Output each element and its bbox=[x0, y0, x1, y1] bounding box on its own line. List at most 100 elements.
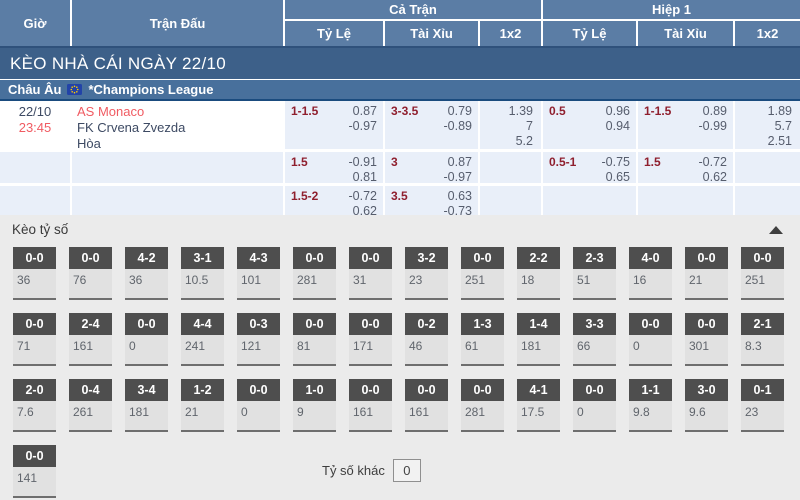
score-odds-value: 10.5 bbox=[181, 269, 224, 300]
score-bet-cell[interactable]: 1-3 61 bbox=[461, 313, 504, 366]
score-bet-cell[interactable]: 4-0 16 bbox=[629, 247, 672, 300]
ft-over-under-odds-cell[interactable]: 3-3.5 0.79 -0.89 bbox=[385, 101, 480, 149]
score-bet-cell[interactable]: 0-0 21 bbox=[685, 247, 728, 300]
score-bet-cell[interactable]: 0-0 0 bbox=[237, 379, 280, 432]
score-bet-cell[interactable]: 0-0 161 bbox=[349, 379, 392, 432]
score-bet-cell[interactable]: 1-0 9 bbox=[293, 379, 336, 432]
score-odds-value: 9.8 bbox=[629, 401, 672, 432]
score-bet-cell[interactable]: 0-2 46 bbox=[405, 313, 448, 366]
ft-handicap-odds-cell[interactable]: 1.5-2 -0.72 0.62 bbox=[285, 186, 385, 218]
score-label: 4-3 bbox=[237, 247, 280, 269]
score-bet-cell[interactable]: 0-1 23 bbox=[741, 379, 784, 432]
1x2-odds-values[interactable]: 1.89 5.7 2.51 bbox=[767, 104, 792, 148]
score-odds-value: 76 bbox=[69, 269, 112, 300]
ft-over-under-odds-cell[interactable]: 3.5 0.63 -0.73 bbox=[385, 186, 480, 218]
1x2-odds-values[interactable]: 1.39 7 5.2 bbox=[508, 104, 533, 148]
score-odds-value: 17.5 bbox=[517, 401, 560, 432]
score-bet-cell[interactable]: 0-4 261 bbox=[69, 379, 112, 432]
ft-1x2-odds-cell[interactable]: 1.39 7 5.2 bbox=[480, 101, 543, 149]
score-bet-cell[interactable]: 0-0 171 bbox=[349, 313, 392, 366]
match-teams-cell: AS Monaco FK Crvena Zvezda Hòa bbox=[72, 101, 285, 151]
score-bet-cell[interactable]: 0-0 31 bbox=[349, 247, 392, 300]
h1-1x2-odds-cell bbox=[735, 152, 800, 183]
score-bet-cell[interactable]: 2-4 161 bbox=[69, 313, 112, 366]
odds-values[interactable]: -0.72 0.62 bbox=[698, 155, 728, 184]
handicap-line: 0.5-1 bbox=[549, 155, 577, 169]
score-odds-value: 161 bbox=[405, 401, 448, 432]
score-bet-cell[interactable]: 0-0 141 bbox=[13, 445, 56, 498]
handicap-line: 3.5 bbox=[391, 189, 408, 203]
h1-over-under-odds-cell[interactable]: 1.5 -0.72 0.62 bbox=[638, 152, 735, 184]
score-bet-cell[interactable]: 2-2 18 bbox=[517, 247, 560, 300]
score-bet-cell[interactable]: 0-0 0 bbox=[125, 313, 168, 366]
other-score-input[interactable]: 0 bbox=[392, 458, 421, 482]
score-bet-cell[interactable]: 3-2 23 bbox=[405, 247, 448, 300]
score-bet-cell[interactable]: 4-3 101 bbox=[237, 247, 280, 300]
score-bet-cell[interactable]: 3-0 9.6 bbox=[685, 379, 728, 432]
odds-values[interactable]: 0.79 -0.89 bbox=[443, 104, 473, 133]
score-bet-cell[interactable]: 3-3 66 bbox=[573, 313, 616, 366]
score-label: 0-0 bbox=[405, 379, 448, 401]
odds-values[interactable]: 0.87 -0.97 bbox=[348, 104, 378, 133]
score-bet-cell[interactable]: 2-0 7.6 bbox=[13, 379, 56, 432]
score-bet-cell[interactable]: 2-3 51 bbox=[573, 247, 616, 300]
odds-values[interactable]: -0.75 0.65 bbox=[601, 155, 631, 184]
score-label: 2-3 bbox=[573, 247, 616, 269]
column-header-first-half: Hiệp 1 bbox=[543, 0, 800, 21]
score-bet-cell[interactable]: 0-0 0 bbox=[629, 313, 672, 366]
odds-values[interactable]: 0.87 -0.97 bbox=[443, 155, 473, 184]
score-bet-cell[interactable]: 4-4 241 bbox=[181, 313, 224, 366]
score-bet-cell[interactable]: 0-0 71 bbox=[13, 313, 56, 366]
ft-handicap-odds-cell[interactable]: 1-1.5 0.87 -0.97 bbox=[285, 101, 385, 149]
ft-handicap-odds-cell[interactable]: 1.5 -0.91 0.81 bbox=[285, 152, 385, 184]
score-bet-cell[interactable]: 1-2 21 bbox=[181, 379, 224, 432]
score-bet-cell[interactable]: 0-0 161 bbox=[405, 379, 448, 432]
score-bet-cell[interactable]: 3-1 10.5 bbox=[181, 247, 224, 300]
score-bet-cell[interactable]: 0-0 76 bbox=[69, 247, 112, 300]
score-bet-cell[interactable]: 0-0 301 bbox=[685, 313, 728, 366]
score-odds-value: 71 bbox=[13, 335, 56, 366]
score-bet-cell[interactable]: 0-3 121 bbox=[237, 313, 280, 366]
odds-values[interactable]: 0.63 -0.73 bbox=[443, 189, 473, 218]
h1-handicap-odds-cell[interactable]: 0.5 0.96 0.94 bbox=[543, 101, 638, 149]
score-label: 0-0 bbox=[293, 313, 336, 335]
score-label: 0-0 bbox=[349, 379, 392, 401]
home-team-name: AS Monaco bbox=[77, 104, 145, 119]
score-bet-cell[interactable]: 1-1 9.8 bbox=[629, 379, 672, 432]
correct-score-header: Kèo tỷ số bbox=[0, 215, 800, 238]
score-bet-cell[interactable]: 0-0 0 bbox=[573, 379, 616, 432]
score-bet-cell[interactable]: 0-0 36 bbox=[13, 247, 56, 300]
h1-1x2-odds-cell[interactable]: 1.89 5.7 2.51 bbox=[735, 101, 800, 149]
score-bet-cell[interactable]: 4-2 36 bbox=[125, 247, 168, 300]
score-odds-value: 281 bbox=[461, 401, 504, 432]
h1-handicap-odds-cell bbox=[543, 186, 638, 215]
column-header-h1-over-under: Tài Xỉu bbox=[638, 21, 735, 46]
score-label: 3-2 bbox=[405, 247, 448, 269]
score-bet-cell[interactable]: 1-4 181 bbox=[517, 313, 560, 366]
score-bet-cell[interactable]: 4-1 17.5 bbox=[517, 379, 560, 432]
score-bet-cell[interactable]: 0-0 251 bbox=[461, 247, 504, 300]
odds-values[interactable]: 0.96 0.94 bbox=[605, 104, 630, 133]
score-bet-cell[interactable]: 0-0 251 bbox=[741, 247, 784, 300]
odds-values[interactable]: -0.72 0.62 bbox=[348, 189, 378, 218]
score-odds-value: 0 bbox=[573, 401, 616, 432]
score-bet-cell[interactable]: 0-0 281 bbox=[293, 247, 336, 300]
score-odds-value: 161 bbox=[349, 401, 392, 432]
h1-over-under-odds-cell[interactable]: 1-1.5 0.89 -0.99 bbox=[638, 101, 735, 149]
chevron-up-icon[interactable] bbox=[769, 225, 783, 234]
score-bet-cell[interactable]: 0-0 281 bbox=[461, 379, 504, 432]
score-label: 0-1 bbox=[741, 379, 784, 401]
ft-over-under-odds-cell[interactable]: 3 0.87 -0.97 bbox=[385, 152, 480, 184]
score-bet-cell[interactable]: 2-1 8.3 bbox=[741, 313, 784, 366]
score-label: 0-0 bbox=[13, 445, 56, 467]
score-odds-value: 251 bbox=[741, 269, 784, 300]
odds-values[interactable]: 0.89 -0.99 bbox=[698, 104, 728, 133]
score-bet-cell[interactable]: 3-4 181 bbox=[125, 379, 168, 432]
h1-handicap-odds-cell[interactable]: 0.5-1 -0.75 0.65 bbox=[543, 152, 638, 184]
score-bet-cell[interactable]: 0-0 81 bbox=[293, 313, 336, 366]
odds-slots-row-1: 1-1.5 0.87 -0.97 3-3.5 0.79 -0.89 1.39 7 5.2 0.5 0… bbox=[285, 101, 800, 149]
odds-values[interactable]: -0.91 0.81 bbox=[348, 155, 378, 184]
empty-time-cell bbox=[0, 186, 72, 215]
handicap-line: 1-1.5 bbox=[291, 104, 319, 118]
correct-score-title: Kèo tỷ số bbox=[12, 222, 69, 237]
